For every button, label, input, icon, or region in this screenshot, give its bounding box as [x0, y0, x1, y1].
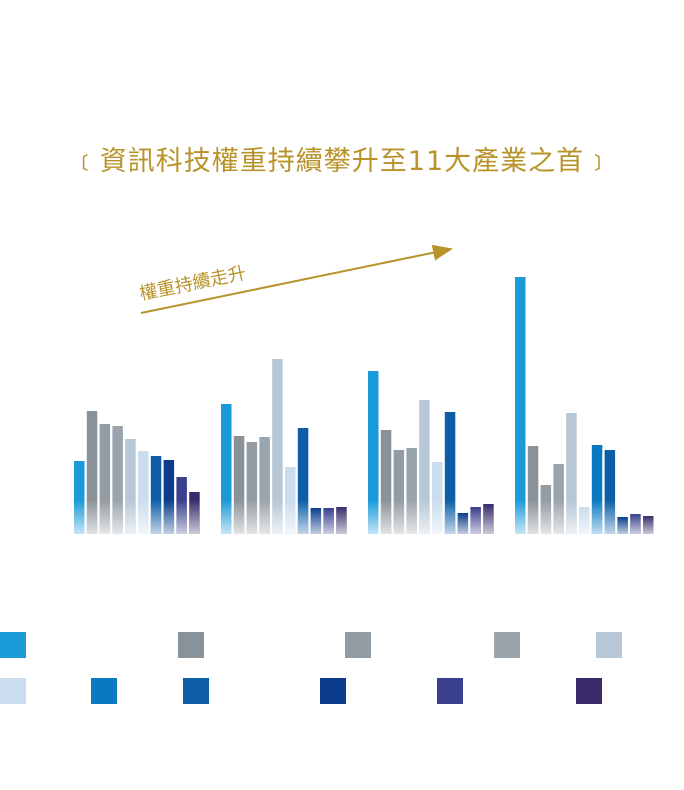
bar-fade-g4-2	[527, 500, 539, 534]
bar-fade-g2-7	[297, 500, 309, 534]
bar-fade-g2-8	[310, 508, 322, 534]
bar-fade-g3-3	[393, 500, 405, 534]
bar-g2-4	[259, 437, 270, 534]
bar-fade-g3-8	[457, 513, 469, 534]
bar-g4-1	[515, 277, 526, 534]
bar-g4-2	[527, 446, 539, 534]
bar-fade-g4-11	[643, 516, 654, 534]
bar-g1-7	[150, 456, 162, 534]
bars-layer	[74, 277, 654, 534]
bar-fade-g2-6	[285, 500, 296, 534]
chart-title: ﹝資訊科技權重持續攀升至11大產業之首﹞	[71, 146, 613, 177]
bar-fade-g2-5	[272, 500, 283, 534]
bar-g1-8	[163, 460, 175, 534]
bar-fade-g1-1	[74, 500, 85, 534]
bar-g1-1	[74, 461, 85, 534]
bar-fade-g1-5	[125, 500, 136, 534]
bar-fade-g4-8	[604, 500, 616, 534]
bar-fade-g4-9	[617, 517, 628, 534]
bar-fade-g4-1	[515, 500, 526, 534]
bar-g3-6	[432, 462, 443, 534]
trend-arrow	[140, 244, 453, 314]
bar-fade-g2-1	[221, 500, 232, 534]
bar-g2-3	[246, 442, 258, 534]
bar-fade-g1-6	[138, 500, 149, 534]
bar-fade-g2-10	[336, 507, 347, 534]
bar-fade-g3-1	[368, 500, 379, 534]
bar-fade-g1-10	[189, 500, 200, 534]
bar-fade-g1-8	[163, 500, 175, 534]
bar-fade-g2-2	[233, 500, 245, 534]
bar-g3-5	[419, 400, 430, 534]
bar-fade-g4-4	[553, 500, 564, 534]
bar-g4-4	[553, 464, 564, 534]
bar-fade-g4-5	[566, 500, 577, 534]
bar-fade-g1-9	[176, 500, 187, 534]
bar-g2-2	[233, 436, 245, 534]
bar-g2-1	[221, 404, 232, 534]
bar-fade-g3-4	[406, 500, 417, 534]
bar-fade-g1-2	[86, 500, 98, 534]
bar-fade-g3-5	[419, 500, 430, 534]
bar-fade-g2-9	[323, 508, 334, 534]
bar-g1-3	[99, 424, 111, 534]
bar-g1-6	[138, 451, 149, 534]
bar-fade-g1-7	[150, 500, 162, 534]
bar-g3-1	[368, 371, 379, 534]
bar-fade-g2-4	[259, 500, 270, 534]
bar-fade-g2-3	[246, 500, 258, 534]
bar-g4-5	[566, 413, 577, 534]
bar-fade-g4-10	[630, 514, 641, 534]
bar-g2-7	[297, 428, 309, 534]
bar-g3-3	[393, 450, 405, 534]
bar-fade-g3-6	[432, 500, 443, 534]
bar-fade-g3-10	[483, 504, 494, 534]
bar-fade-g1-3	[99, 500, 111, 534]
bar-fade-g4-7	[591, 500, 603, 534]
bar-g1-5	[125, 439, 136, 534]
bar-fade-g4-3	[540, 500, 552, 534]
bar-fade-g1-4	[112, 500, 123, 534]
bar-g3-4	[406, 448, 417, 534]
bar-g3-2	[380, 430, 392, 534]
bar-g1-4	[112, 426, 123, 534]
bar-fade-g3-2	[380, 500, 392, 534]
bar-g1-2	[86, 411, 98, 534]
trend-annotation: 權重持續走升	[138, 263, 248, 305]
bar-g3-7	[444, 412, 456, 534]
bar-fade-g3-7	[444, 500, 456, 534]
bar-g4-8	[604, 450, 616, 534]
bar-g2-5	[272, 359, 283, 534]
bar-fade-g4-6	[579, 507, 590, 534]
bar-fade-g3-9	[470, 507, 481, 534]
bar-g4-7	[591, 445, 603, 534]
